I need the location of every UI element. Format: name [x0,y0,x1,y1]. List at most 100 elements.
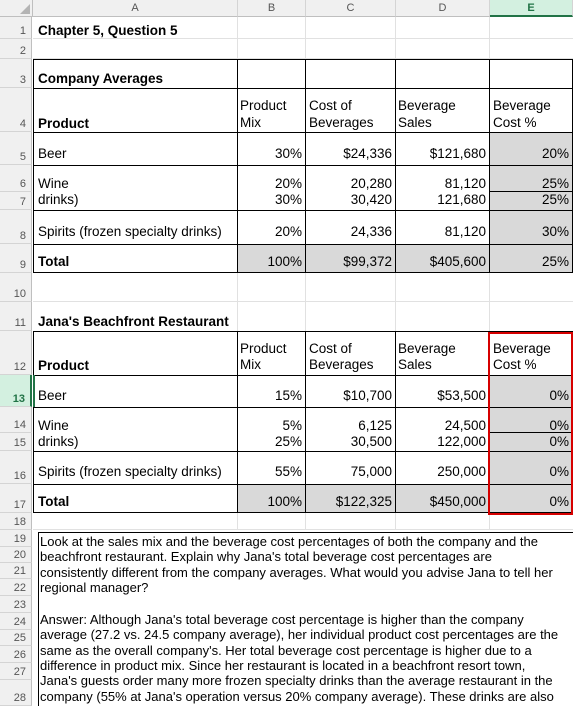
company-wine-mix[interactable]: 20% [274,176,302,191]
company-total-label[interactable]: Total [38,254,70,269]
jana-heading: Jana's Beachfront Restaurant [38,314,229,329]
row-header-5[interactable]: 5 [0,132,32,165]
row-header-7[interactable]: 7 [0,192,32,210]
company-spirits-cost[interactable]: 24,336 [350,224,392,239]
select-all-corner[interactable] [0,0,33,17]
row-header-15[interactable]: 15 [0,433,32,451]
company-beer-sales[interactable]: $121,680 [429,146,486,161]
jana-mixed-cost[interactable]: 30,500 [350,434,392,449]
company-mixed-cost[interactable]: 30,420 [350,192,392,207]
jana-mixed-mix[interactable]: 25% [274,434,302,449]
jana-mixed-label[interactable]: drinks) [38,434,79,449]
row-header-2[interactable]: 2 [0,39,32,59]
jana-header-cost-2: Beverages [309,357,374,372]
column-header-c[interactable]: C [306,0,396,17]
row-header-8[interactable]: 8 [0,210,32,244]
jana-wine-label[interactable]: Wine [38,418,69,433]
answer-line-5: Jana's guests order many more frozen spe… [40,673,553,688]
jana-beer-cost[interactable]: $10,700 [343,388,392,403]
row-header-10[interactable]: 10 [0,273,32,302]
jana-header-mix-2: Mix [240,357,261,372]
jana-total-label[interactable]: Total [38,494,70,509]
company-spirits-sales[interactable]: 81,120 [444,224,486,239]
column-header-a[interactable]: A [33,0,238,17]
answer-line-4: difference in product mix. Since her res… [40,658,526,673]
jana-beer-pct[interactable]: 0% [549,388,569,403]
company-total-mix[interactable]: 100% [267,254,302,269]
question-line-1: Look at the sales mix and the beverage c… [40,534,538,549]
jana-spirits-sales[interactable]: 250,000 [437,464,486,479]
company-beer-pct[interactable]: 20% [541,146,569,161]
row-header-18[interactable]: 18 [0,513,32,530]
row-header-26[interactable]: 26 [0,646,32,663]
row-header-27[interactable]: 27 [0,663,32,680]
jana-total-mix[interactable]: 100% [267,494,302,509]
company-wine-cost[interactable]: 20,280 [350,176,392,191]
company-mixed-sales[interactable]: 121,680 [437,192,486,207]
jana-wine-cost[interactable]: 6,125 [358,418,392,433]
row-header-24[interactable]: 24 [0,613,32,630]
jana-mixed-pct[interactable]: 0% [549,434,569,449]
jana-total-pct[interactable]: 0% [549,494,569,509]
row-header-23[interactable]: 23 [0,596,32,613]
jana-mixed-sales[interactable]: 122,000 [437,434,486,449]
row-header-17[interactable]: 17 [0,484,32,513]
jana-beer-sales[interactable]: $53,500 [437,388,486,403]
company-header-product: Product [38,116,90,131]
jana-spirits-pct[interactable]: 0% [549,464,569,479]
jana-header-product: Product [38,358,90,373]
row-header-6[interactable]: 6 [0,165,32,192]
column-header-e[interactable]: E [490,0,573,17]
row-header-20[interactable]: 20 [0,547,32,563]
company-beer-cost[interactable]: $24,336 [343,146,392,161]
row-header-1[interactable]: 1 [0,17,32,39]
row-header-13[interactable]: 13 [0,375,32,407]
column-header-d[interactable]: D [396,0,490,17]
row-header-25[interactable]: 25 [0,630,32,646]
company-wine-pct[interactable]: 25% [541,176,569,191]
active-cell-a13[interactable] [33,375,238,407]
jana-header-sales-1: Beverage [398,341,456,356]
company-mixed-label[interactable]: drinks) [38,192,79,207]
jana-wine-pct[interactable]: 0% [549,418,569,433]
row-header-22[interactable]: 22 [0,579,32,596]
company-averages-heading: Company Averages [38,71,164,86]
jana-header-pct-2: Cost % [493,357,537,372]
company-spirits-label[interactable]: Spirits (frozen specialty drinks) [38,224,222,239]
row-header-28[interactable]: 28 [0,680,32,706]
text-box[interactable] [38,532,573,706]
company-header-sales-1: Beverage [398,98,456,113]
row-header-4[interactable]: 4 [0,88,32,132]
question-line-2: beachfront restaurant. Explain why Jana'… [40,549,492,564]
company-spirits-mix[interactable]: 20% [274,224,302,239]
company-total-pct[interactable]: 25% [541,254,569,269]
column-header-b[interactable]: B [238,0,306,17]
row-header-3[interactable]: 3 [0,59,32,88]
company-wine-label[interactable]: Wine [38,176,69,191]
company-beer-label[interactable]: Beer [38,146,67,161]
company-spirits-pct[interactable]: 30% [541,224,569,239]
row-header-12[interactable]: 12 [0,331,32,375]
jana-spirits-mix[interactable]: 55% [274,464,302,479]
company-total-sales[interactable]: $405,600 [429,254,486,269]
company-mixed-pct[interactable]: 25% [541,192,569,207]
jana-wine-sales[interactable]: 24,500 [444,418,486,433]
row-header-9[interactable]: 9 [0,244,32,273]
row-header-19[interactable]: 19 [0,530,32,547]
highlight-box [488,332,573,515]
company-total-cost[interactable]: $99,372 [343,254,392,269]
company-mixed-mix[interactable]: 30% [274,192,302,207]
jana-beer-mix[interactable]: 15% [274,388,302,403]
jana-beer-label[interactable]: Beer [38,388,67,403]
jana-spirits-label[interactable]: Spirits (frozen specialty drinks) [38,464,222,479]
row-header-21[interactable]: 21 [0,563,32,579]
jana-total-cost[interactable]: $122,325 [335,494,392,509]
row-header-11[interactable]: 11 [0,302,32,331]
jana-spirits-cost[interactable]: 75,000 [350,464,392,479]
row-header-16[interactable]: 16 [0,451,32,484]
row-header-14[interactable]: 14 [0,407,32,433]
jana-wine-mix[interactable]: 5% [282,418,302,433]
jana-total-sales[interactable]: $450,000 [429,494,486,509]
company-wine-sales[interactable]: 81,120 [444,176,486,191]
company-beer-mix[interactable]: 30% [274,146,302,161]
